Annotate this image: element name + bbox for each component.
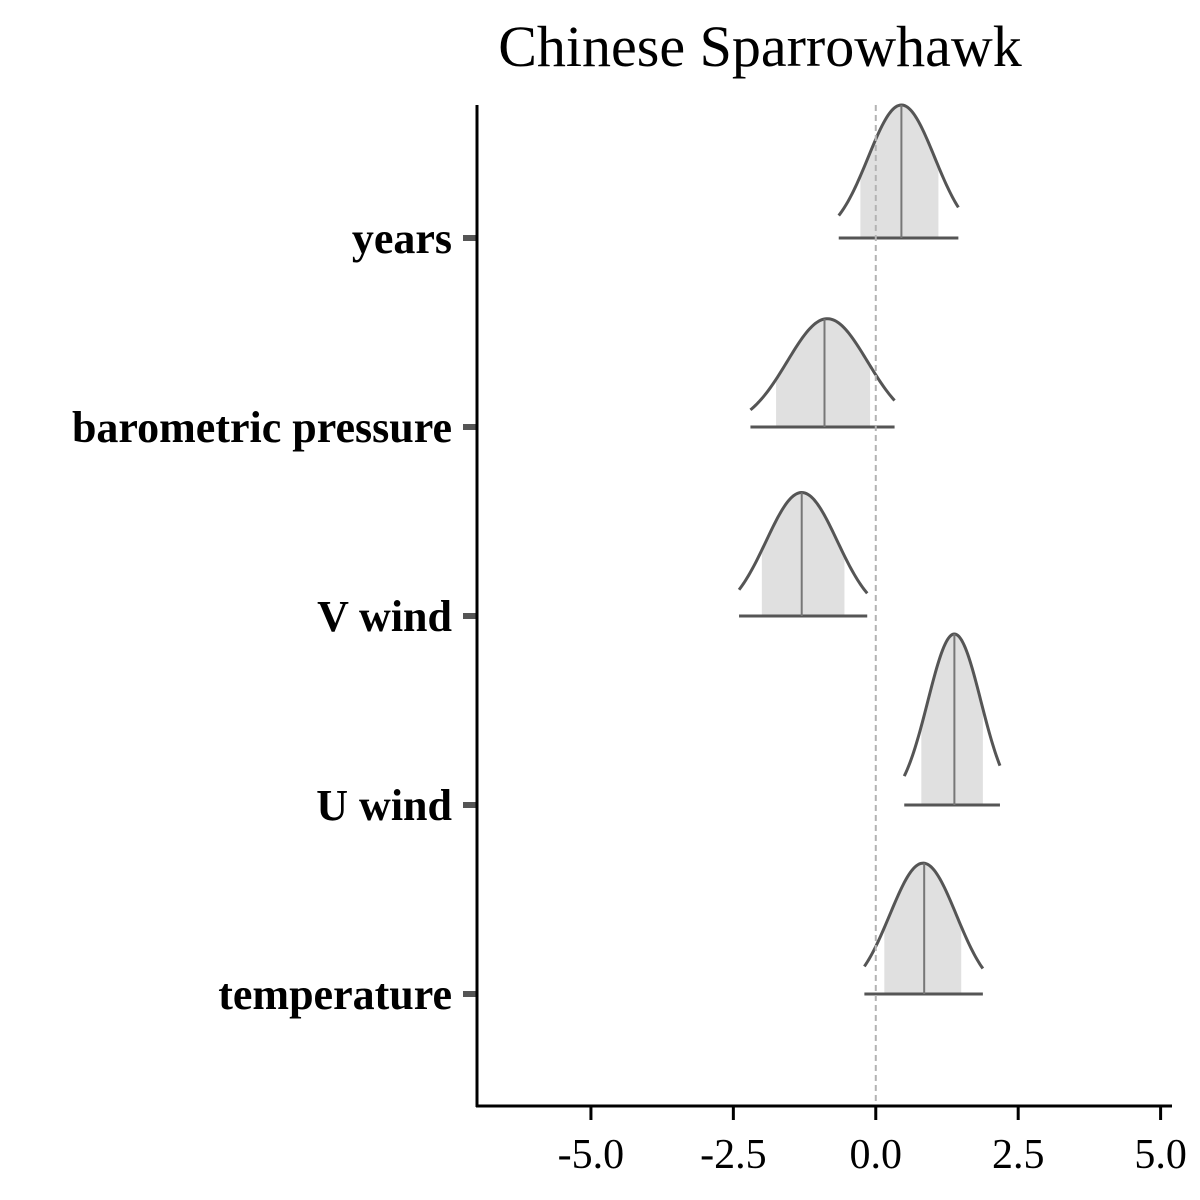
ridge-outline-barometric-pressure <box>749 317 896 412</box>
y-tick-label: years <box>352 214 452 263</box>
x-tick-label: -5.0 <box>558 1132 625 1178</box>
axes-layer: years barometric pressure V wind U wind temp… <box>72 105 1187 1178</box>
ridge-fill-v-wind <box>761 492 845 616</box>
ridge-fill-barometric-pressure <box>776 318 871 427</box>
y-tick-label: barometric pressure <box>72 403 452 452</box>
chart-title: Chinese Sparrowhawk <box>498 14 1022 79</box>
ridge-outline-years <box>837 103 960 217</box>
ridge-outline-u-wind <box>902 632 1002 777</box>
y-tick-label: temperature <box>218 970 452 1019</box>
ridge-fill-temperature <box>884 863 962 994</box>
y-tick-label: U wind <box>316 781 452 830</box>
x-tick-label: 5.0 <box>1134 1132 1187 1178</box>
ridge-fill-years <box>860 105 939 239</box>
x-tick-label: 0.0 <box>850 1132 903 1178</box>
ridges-layer <box>737 103 1002 996</box>
x-tick-label: -2.5 <box>700 1132 767 1178</box>
ridge-outline-v-wind <box>737 490 869 595</box>
x-tick-label: 2.5 <box>992 1132 1045 1178</box>
ridge-outline-temperature <box>863 861 985 970</box>
y-tick-label: V wind <box>317 592 452 641</box>
ridge-fill-u-wind <box>921 634 983 805</box>
